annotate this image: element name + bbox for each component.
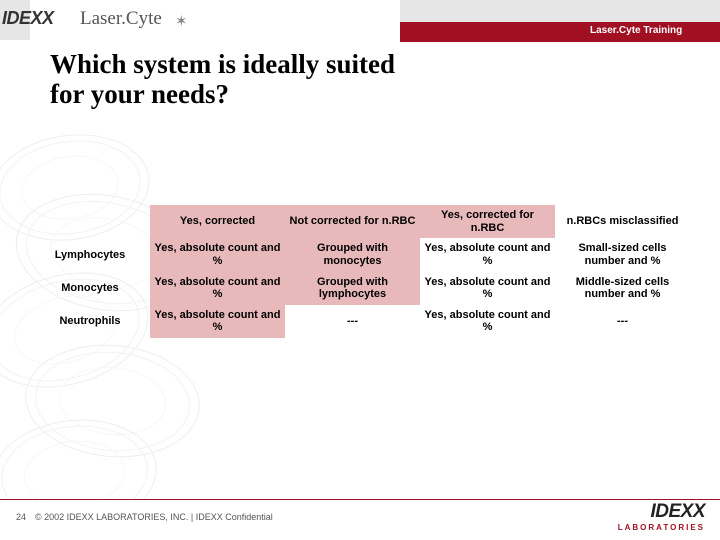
table-row-label: Lymphocytes xyxy=(30,238,150,271)
table-header-cell: Yes, corrected xyxy=(150,205,285,238)
table-row-label: Neutrophils xyxy=(30,305,150,338)
table-row: NeutrophilsYes, absolute count and %---Y… xyxy=(30,305,690,338)
brand-lasercyte: Laser.Cyte xyxy=(80,8,162,30)
table-cell: Yes, absolute count and % xyxy=(150,238,285,271)
table-header-cell: Yes, corrected for n.RBC xyxy=(420,205,555,238)
table-row: MonocytesYes, absolute count and %Groupe… xyxy=(30,272,690,305)
table-cell: Yes, absolute count and % xyxy=(150,305,285,338)
table-header-row: Yes, corrected Not corrected for n.RBC Y… xyxy=(30,205,690,238)
table-cell: Yes, absolute count and % xyxy=(420,238,555,271)
title-line-1: Which system is ideally suited xyxy=(50,49,395,79)
table-header-cell: Not corrected for n.RBC xyxy=(285,205,420,238)
brand-idexx: IDEXX xyxy=(2,8,54,29)
table-cell: --- xyxy=(285,305,420,338)
copyright-text: © 2002 IDEXX LABORATORIES, INC. | IDEXX … xyxy=(35,512,273,522)
table-row-label: Monocytes xyxy=(30,272,150,305)
comparison-table: Yes, corrected Not corrected for n.RBC Y… xyxy=(30,205,690,338)
table-cell: Yes, absolute count and % xyxy=(150,272,285,305)
slide-number: 24 xyxy=(16,512,26,522)
brand-star-icon: ✶ xyxy=(175,12,188,30)
footer-logo: IDEXX LABORATORIES xyxy=(618,501,705,532)
footer-logo-main: IDEXX xyxy=(618,501,705,523)
training-label: Laser.Cyte Training xyxy=(590,25,682,36)
table-row: LymphocytesYes, absolute count and %Grou… xyxy=(30,238,690,271)
table-cell: Small-sized cells number and % xyxy=(555,238,690,271)
table-cell: Grouped with lymphocytes xyxy=(285,272,420,305)
table-header-cell: n.RBCs misclassified xyxy=(555,205,690,238)
table-cell: Yes, absolute count and % xyxy=(420,272,555,305)
slide-title: Which system is ideally suited for your … xyxy=(50,50,395,109)
table-cell: Yes, absolute count and % xyxy=(420,305,555,338)
title-line-2: for your needs? xyxy=(50,79,229,109)
table-cell: --- xyxy=(555,305,690,338)
table-cell: Grouped with monocytes xyxy=(285,238,420,271)
footer-logo-sub: LABORATORIES xyxy=(618,523,705,532)
table-cell: Middle-sized cells number and % xyxy=(555,272,690,305)
table-header-blank xyxy=(30,205,150,238)
